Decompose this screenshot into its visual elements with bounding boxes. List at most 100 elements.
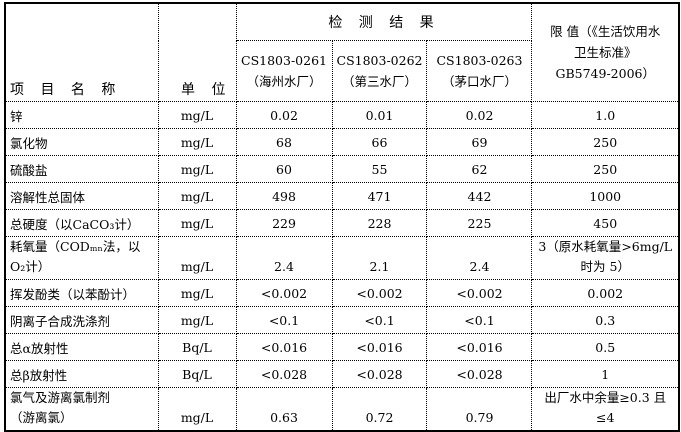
result-value-text: 0.63 (270, 410, 298, 425)
header-sample-2: CS1803-0262 （第三水厂） (331, 40, 428, 102)
item-name: 硫酸盐 (4, 155, 159, 183)
result-value: 229 (235, 209, 333, 237)
result-value-text: 0.01 (365, 107, 394, 123)
item-name-text: 硫酸盐 (10, 162, 48, 178)
result-value-text: <0.016 (456, 339, 503, 355)
item-name: 挥发酚类（以苯酚计） (4, 279, 159, 307)
unit: mg/L (157, 387, 237, 432)
result-value-text: <0.016 (260, 339, 308, 355)
table-row: 耗氧量（CODₘₙ法，以 O₂计） mg/L 2.4 2.1 2.4 3（原水耗氧量>6mg… (4, 236, 680, 280)
sample-code: CS1803-0262 (336, 53, 423, 68)
result-value-text: 66 (371, 134, 388, 150)
result-value: <0.002 (235, 279, 333, 307)
limit-value: 出厂水中余量≥0.3 且 ≤4 (531, 387, 680, 432)
limit-value-text: 3（原水耗氧量>6mg/L (538, 239, 673, 254)
result-value: 62 (426, 155, 533, 183)
sample-code: CS1803-0263 (436, 53, 523, 68)
unit-text: mg/L (180, 188, 214, 204)
result-value: 55 (331, 155, 428, 183)
result-value-text: <0.1 (464, 312, 495, 328)
limit-value-text: 250 (593, 161, 618, 177)
unit: Bq/L (157, 333, 237, 361)
result-value-text: 2.1 (369, 259, 390, 274)
item-name-text: 锌 (10, 108, 23, 124)
unit: mg/L (157, 306, 237, 334)
result-value: <0.002 (331, 279, 428, 307)
item-name: 总α放射性 (4, 333, 159, 361)
header-unit: 单 位 (157, 2, 237, 102)
result-value-text: <0.028 (356, 366, 403, 382)
item-name: 溶解性总固体 (4, 182, 159, 210)
limit-value-text: 1 (601, 366, 610, 382)
result-value-text: 55 (371, 161, 388, 177)
unit-text: mg/L (180, 410, 214, 425)
item-name-text: 阴离子合成洗涤剂 (10, 313, 111, 329)
result-value-text: <0.1 (364, 312, 395, 328)
item-name: 总硬度（以CaCO₃计） (4, 209, 159, 237)
result-value-text: 228 (367, 215, 392, 231)
unit-text: Bq/L (182, 366, 212, 382)
result-value-text: 2.4 (274, 259, 294, 274)
limit-value: 1.0 (531, 101, 680, 129)
result-value: 0.72 (331, 387, 428, 432)
result-value: 69 (426, 128, 533, 156)
sample-plant: （海州水厂） (246, 74, 322, 89)
sample-plant: （第三水厂） (341, 74, 417, 89)
table-row: 锌 mg/L 0.02 0.01 0.02 1.0 (4, 101, 680, 129)
item-name-text: 总硬度（以CaCO₃计） (10, 216, 140, 232)
header-limit: 限 值（《生活饮用水 卫生标准》 GB5749-2006） (531, 2, 680, 102)
limit-value-text: 250 (593, 134, 618, 150)
unit-text: mg/L (180, 312, 214, 328)
result-value: 0.63 (235, 387, 333, 432)
item-name-text: O₂计） (10, 259, 51, 274)
item-name-text: 挥发酚类（以苯酚计） (10, 286, 136, 302)
result-value: 0.02 (426, 101, 533, 129)
item-name-text: 氯气及游离氯制剂 (10, 390, 111, 405)
sample-code: CS1803-0261 (241, 53, 327, 68)
result-value: <0.016 (331, 333, 428, 361)
header-limit-line: GB5749-2006） (555, 66, 655, 81)
item-name: 氯化物 (4, 128, 159, 156)
item-name-text: 耗氧量（CODₘₙ法，以 (10, 239, 141, 254)
result-value-text: <0.028 (260, 366, 308, 382)
unit: mg/L (157, 101, 237, 129)
unit: mg/L (157, 209, 237, 237)
sample-plant: （茅口水厂） (441, 74, 517, 89)
unit: mg/L (157, 128, 237, 156)
limit-value-text: 0.3 (595, 312, 616, 328)
result-value: 60 (235, 155, 333, 183)
unit: mg/L (157, 279, 237, 307)
limit-value-text: 450 (593, 215, 618, 231)
result-value: 225 (426, 209, 533, 237)
item-name: 耗氧量（CODₘₙ法，以 O₂计） (4, 236, 159, 280)
result-value-text: 60 (276, 161, 292, 177)
header-limit-line: 卫生标准》 (573, 45, 637, 60)
limit-value-text: 时为 5） (580, 259, 630, 274)
result-value-text: <0.002 (356, 285, 403, 301)
limit-value: 250 (531, 155, 680, 183)
result-value: 471 (331, 182, 428, 210)
result-value: 0.02 (235, 101, 333, 129)
header-results: 检 测 结 果 (235, 2, 533, 41)
header-item-name: 项 目 名 称 (4, 2, 159, 102)
table-row: 氯气及游离氯制剂 （游离氯） mg/L 0.63 0.72 0.79 出厂水中余量≥0.3 … (4, 387, 680, 432)
limit-value-text: 0.002 (587, 285, 624, 301)
item-name: 总β放射性 (4, 360, 159, 388)
result-value-text: 0.79 (465, 410, 494, 425)
item-name: 阴离子合成洗涤剂 (4, 306, 159, 334)
limit-value: 1000 (531, 182, 680, 210)
table-row: 阴离子合成洗涤剂 mg/L <0.1 <0.1 <0.1 0.3 (4, 306, 680, 334)
header-limit-line: 限 值（《生活饮用水 (550, 24, 661, 39)
table-row: 氯化物 mg/L 68 66 69 250 (4, 128, 680, 156)
result-value-text: 2.4 (469, 259, 490, 274)
result-value: 66 (331, 128, 428, 156)
unit-text: mg/L (180, 107, 214, 123)
item-name-text: 氯化物 (10, 135, 48, 151)
result-value: <0.028 (331, 360, 428, 388)
unit-text: mg/L (180, 215, 214, 231)
result-value-text: 0.02 (465, 107, 494, 123)
result-value: 2.4 (426, 236, 533, 280)
result-value-text: 471 (367, 188, 392, 204)
result-value: <0.002 (426, 279, 533, 307)
item-name: 锌 (4, 101, 159, 129)
